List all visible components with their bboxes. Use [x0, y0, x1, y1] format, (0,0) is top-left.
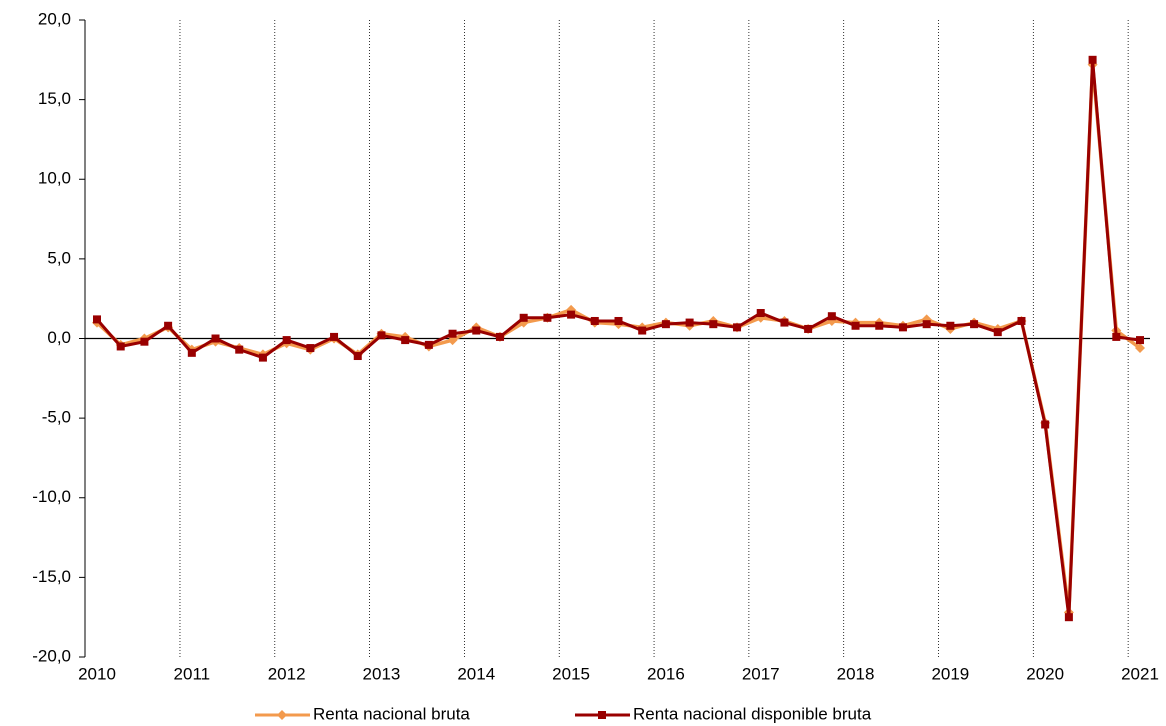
- legend-label: Renta nacional bruta: [313, 704, 470, 723]
- y-tick-label: 5,0: [47, 248, 71, 267]
- x-tick-label: 2010: [78, 664, 116, 683]
- point: [1135, 343, 1145, 354]
- point: [970, 320, 979, 329]
- point: [401, 336, 410, 345]
- point: [306, 344, 315, 353]
- y-tick-label: 10,0: [38, 169, 71, 188]
- x-tick-label: 2012: [268, 664, 306, 683]
- point: [116, 342, 125, 351]
- point: [1064, 613, 1073, 622]
- y-tick-label: 0,0: [47, 328, 71, 347]
- point: [804, 324, 813, 333]
- point: [495, 332, 504, 341]
- y-tick-label: -15,0: [32, 567, 71, 586]
- point: [1041, 420, 1050, 429]
- point: [875, 321, 884, 330]
- point: [211, 334, 220, 343]
- legend-label: Renta nacional disponible bruta: [633, 704, 872, 723]
- point: [472, 326, 481, 335]
- point: [567, 310, 576, 319]
- point: [685, 318, 694, 327]
- point: [424, 340, 433, 349]
- point: [661, 320, 670, 329]
- point: [756, 309, 765, 318]
- legend-marker: [598, 711, 606, 719]
- point: [733, 323, 742, 332]
- x-tick-label: 2021: [1121, 664, 1159, 683]
- point: [898, 323, 907, 332]
- point: [638, 326, 647, 335]
- point: [827, 312, 836, 321]
- point: [1017, 316, 1026, 325]
- point: [377, 331, 386, 340]
- point: [543, 313, 552, 322]
- y-tick-label: 20,0: [38, 9, 71, 28]
- point: [235, 345, 244, 354]
- x-tick-label: 2013: [363, 664, 401, 683]
- point: [993, 328, 1002, 337]
- point: [258, 353, 267, 362]
- point: [946, 321, 955, 330]
- point: [851, 321, 860, 330]
- x-tick-label: 2019: [931, 664, 969, 683]
- legend-marker: [277, 710, 287, 720]
- point: [709, 320, 718, 329]
- point: [353, 352, 362, 361]
- point: [1136, 336, 1144, 345]
- point: [282, 336, 291, 345]
- point: [590, 316, 599, 325]
- point: [614, 316, 623, 325]
- point: [140, 337, 149, 346]
- point: [187, 348, 196, 357]
- y-tick-label: -20,0: [32, 646, 71, 665]
- x-tick-label: 2016: [647, 664, 685, 683]
- point: [922, 320, 931, 329]
- x-tick-label: 2017: [742, 664, 780, 683]
- x-tick-label: 2011: [174, 664, 211, 683]
- x-tick-label: 2015: [552, 664, 590, 683]
- point: [93, 315, 101, 324]
- point: [1112, 332, 1121, 341]
- point: [519, 313, 528, 322]
- point: [330, 332, 339, 341]
- x-tick-label: 2020: [1026, 664, 1064, 683]
- y-tick-label: -5,0: [42, 408, 71, 427]
- x-tick-label: 2014: [457, 664, 495, 683]
- point: [448, 329, 457, 338]
- point: [1088, 55, 1097, 64]
- y-tick-label: 15,0: [38, 89, 71, 108]
- x-tick-label: 2018: [837, 664, 875, 683]
- point: [164, 321, 173, 330]
- y-tick-label: -10,0: [32, 487, 71, 506]
- point: [780, 318, 789, 327]
